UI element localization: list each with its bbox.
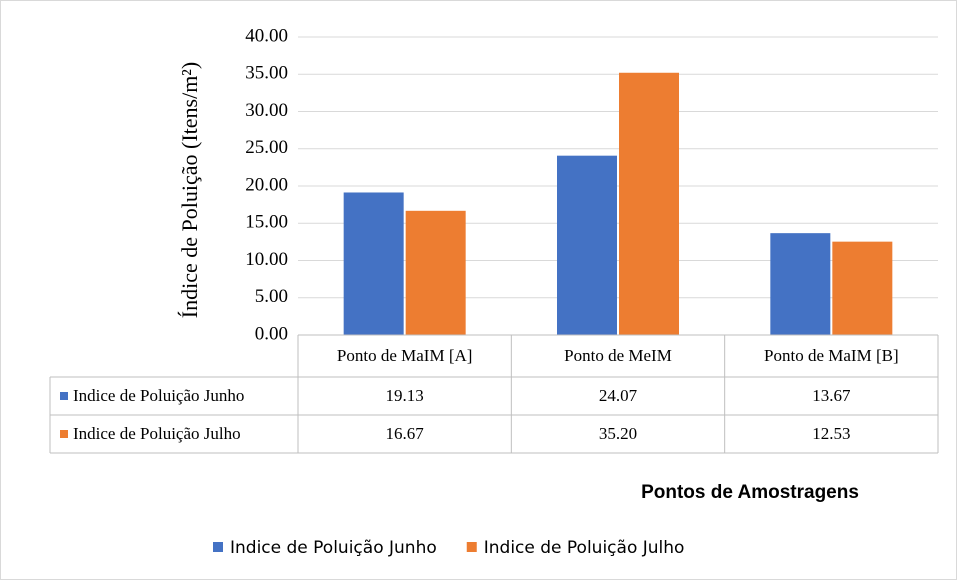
bar [557, 155, 617, 335]
bar [405, 210, 466, 335]
table-value: 24.07 [598, 386, 638, 405]
y-tick-label: 30.00 [245, 100, 288, 121]
table-category: Ponto de MaIM [B] [764, 346, 899, 365]
y-tick-label: 5.00 [255, 286, 288, 307]
legend-key [213, 542, 223, 552]
table-series-name: Indice de Poluição Junho [73, 386, 245, 405]
y-tick-label: 15.00 [245, 212, 288, 233]
table-series-name: Indice de Poluição Julho [73, 424, 241, 443]
table-value: 12.53 [812, 424, 851, 443]
table-value: 16.67 [385, 424, 424, 443]
table-legend-key [60, 392, 68, 400]
table-category: Ponto de MeIM [564, 346, 672, 365]
y-tick-label: 25.00 [245, 137, 288, 158]
legend-label: Indice de Poluição Julho [484, 538, 685, 558]
bar [832, 241, 893, 335]
table-value: 19.13 [385, 386, 424, 405]
bar [343, 192, 404, 335]
legend-label: Indice de Poluição Junho [230, 538, 437, 558]
legend-key [466, 542, 477, 552]
table-category: Ponto de MaIM [A] [336, 346, 473, 365]
y-axis-title: Índice de Poluição (Itens/m²) [177, 62, 202, 318]
y-tick-label: 10.00 [245, 249, 288, 270]
bar [770, 233, 831, 335]
table-value: 35.20 [598, 424, 638, 443]
y-tick-label: 0.00 [255, 323, 288, 344]
x-axis-title: Pontos de Amostragens [641, 482, 859, 503]
y-tick-label: 35.00 [245, 63, 288, 84]
table-value: 13.67 [812, 386, 851, 405]
y-tick-label: 20.00 [245, 174, 288, 195]
table-legend-key [60, 430, 68, 438]
bar [619, 72, 679, 335]
y-tick-label: 40.00 [245, 25, 288, 46]
